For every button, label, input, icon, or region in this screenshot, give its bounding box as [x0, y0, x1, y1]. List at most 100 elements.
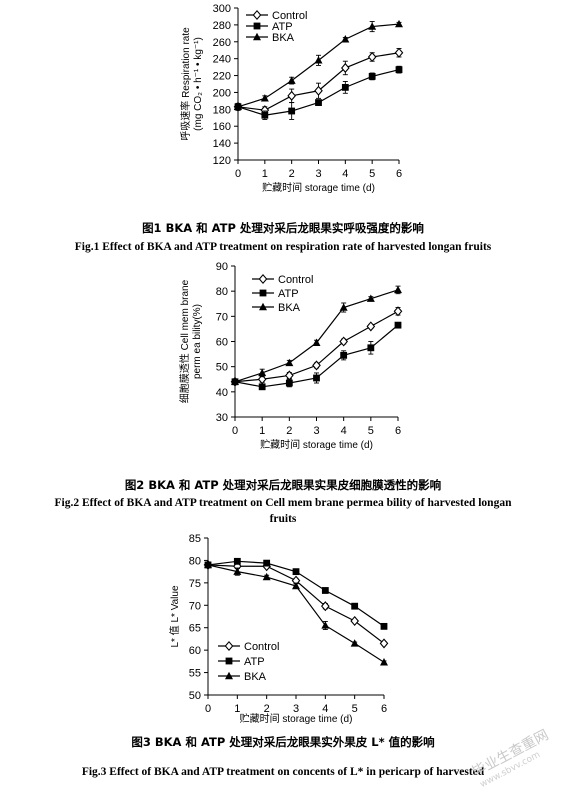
data-point-bka	[285, 358, 294, 367]
y-tick-label: 90	[216, 261, 228, 273]
data-point-atp	[292, 568, 300, 576]
y-axis-label: L* 值 L* Value	[168, 585, 181, 648]
data-point-control	[314, 85, 323, 96]
data-point-atp	[258, 383, 266, 391]
x-axis-label: 贮藏时间 storage time (d)	[262, 181, 375, 194]
y-tick-label: 220	[213, 71, 231, 83]
fig2-caption-en: Fig.2 Effect of BKA and ATP treatment on…	[54, 497, 512, 509]
data-point-atp	[263, 559, 271, 567]
legend-marker-bka	[259, 302, 267, 311]
data-point-atp	[285, 379, 293, 387]
data-point-bka	[314, 56, 323, 64]
data-point-control	[393, 306, 403, 317]
data-point-control	[341, 62, 350, 74]
legend-label-control: Control	[278, 274, 313, 286]
data-point-atp	[321, 587, 329, 594]
x-tick-label: 3	[315, 168, 321, 180]
legend-marker-bka	[253, 32, 261, 41]
y-tick-label: 60	[189, 645, 201, 657]
y-tick-label: 80	[216, 286, 228, 298]
x-tick-label: 5	[368, 425, 374, 437]
membrane-permeability-chart: 30 40 50 60 70 80 90 0 1 2 3 4 5 6 贮藏时间 storage time (…	[178, 261, 403, 451]
legend-label-bka: BKA	[244, 671, 267, 683]
legend-marker-control	[252, 9, 262, 21]
x-tick-label: 1	[234, 703, 240, 715]
data-point-atp	[313, 374, 320, 382]
data-point-bka	[350, 639, 359, 647]
data-point-bka	[380, 658, 388, 666]
data-point-control	[367, 51, 377, 63]
data-point-atp	[394, 321, 402, 329]
y-tick-label: 85	[189, 533, 201, 545]
data-point-control	[394, 47, 404, 58]
y-tick-label: 140	[213, 138, 231, 150]
data-point-control	[312, 360, 321, 371]
data-point-bka	[292, 581, 300, 590]
data-point-bka	[368, 22, 377, 30]
data-point-atp	[233, 557, 241, 565]
data-point-control	[366, 321, 376, 332]
data-point-control	[339, 336, 348, 347]
data-point-bka	[395, 19, 403, 28]
respiration-rate-chart: 120 140 160 180 200 220 240 260 280 300 0 1 2 3 4 5 6 贮藏时…	[179, 3, 404, 194]
data-point-atp	[351, 602, 359, 610]
data-point-bka	[341, 35, 350, 43]
y-tick-label: 300	[213, 3, 231, 15]
data-point-atp	[341, 83, 349, 91]
x-tick-label: 2	[286, 425, 292, 437]
data-point-atp	[315, 99, 322, 106]
y-tick-label: 60	[216, 337, 228, 349]
x-tick-label: 3	[313, 425, 319, 437]
y-tick-label: 70	[216, 311, 228, 323]
data-point-atp	[288, 107, 296, 115]
l-value-chart: 50 55 60 65 70 75 80 85 0 1 2 3 4 5 6 贮藏时间 storage time…	[168, 533, 389, 725]
legend-label-bka: BKA	[272, 32, 295, 44]
y-tick-label: 70	[189, 600, 201, 612]
legend-label-control: Control	[244, 641, 279, 653]
y-tick-label: 200	[213, 87, 231, 99]
x-tick-label: 4	[341, 425, 347, 437]
data-point-bka	[204, 560, 212, 569]
x-tick-label: 5	[352, 703, 358, 715]
x-tick-label: 1	[262, 168, 268, 180]
x-tick-label: 1	[259, 425, 265, 437]
data-point-bka	[287, 76, 296, 84]
x-axis-label: 贮藏时间 storage time (d)	[240, 712, 353, 725]
legend-label-atp: ATP	[278, 288, 299, 300]
x-tick-label: 2	[289, 168, 295, 180]
x-tick-label: 5	[369, 168, 375, 180]
data-point-bka	[321, 621, 330, 629]
y-tick-label: 50	[216, 362, 228, 374]
legend-marker-atp	[259, 289, 267, 297]
y-tick-label: 30	[216, 412, 228, 424]
data-point-atp	[380, 622, 388, 630]
legend-marker-bka	[225, 671, 233, 680]
fig3-caption-cn: 图3 BKA 和 ATP 处理对采后龙眼果实外果皮 L* 值的影响	[131, 735, 435, 749]
data-point-bka	[260, 94, 269, 102]
legend-label-control: Control	[272, 10, 307, 22]
data-point-bka	[339, 303, 348, 311]
x-axis-label: 贮藏时间 storage time (d)	[260, 438, 373, 451]
y-axis-label: 细胞膜透性 Cell mem brane	[178, 279, 191, 403]
data-point-bka	[258, 368, 267, 377]
y-tick-label: 50	[189, 690, 201, 702]
x-tick-label: 0	[232, 425, 238, 437]
y-tick-label: 80	[189, 555, 201, 567]
y-tick-label: 40	[216, 387, 228, 399]
y-tick-label: 55	[189, 668, 201, 680]
x-tick-label: 4	[322, 703, 328, 715]
data-point-bka	[231, 377, 239, 385]
data-point-control	[350, 615, 359, 627]
fig2-caption-en-line2: fruits	[269, 513, 297, 525]
fig1-caption-cn: 图1 BKA 和 ATP 处理对采后龙眼果实呼吸强度的影响	[142, 221, 424, 235]
legend-marker-atp	[253, 22, 261, 30]
x-tick-label: 2	[264, 703, 270, 715]
data-point-control	[379, 638, 389, 649]
data-point-control	[285, 370, 294, 381]
data-point-bka	[312, 338, 321, 346]
fig3-caption-en: Fig.3 Effect of BKA and ATP treatment on…	[81, 766, 485, 778]
fig2-caption-cn: 图2 BKA 和 ATP 处理对采后龙眼果实果皮细胞膜透性的影响	[124, 478, 442, 492]
data-point-atp	[261, 111, 269, 119]
data-point-bka	[233, 567, 242, 575]
y-tick-label: 75	[189, 578, 201, 590]
